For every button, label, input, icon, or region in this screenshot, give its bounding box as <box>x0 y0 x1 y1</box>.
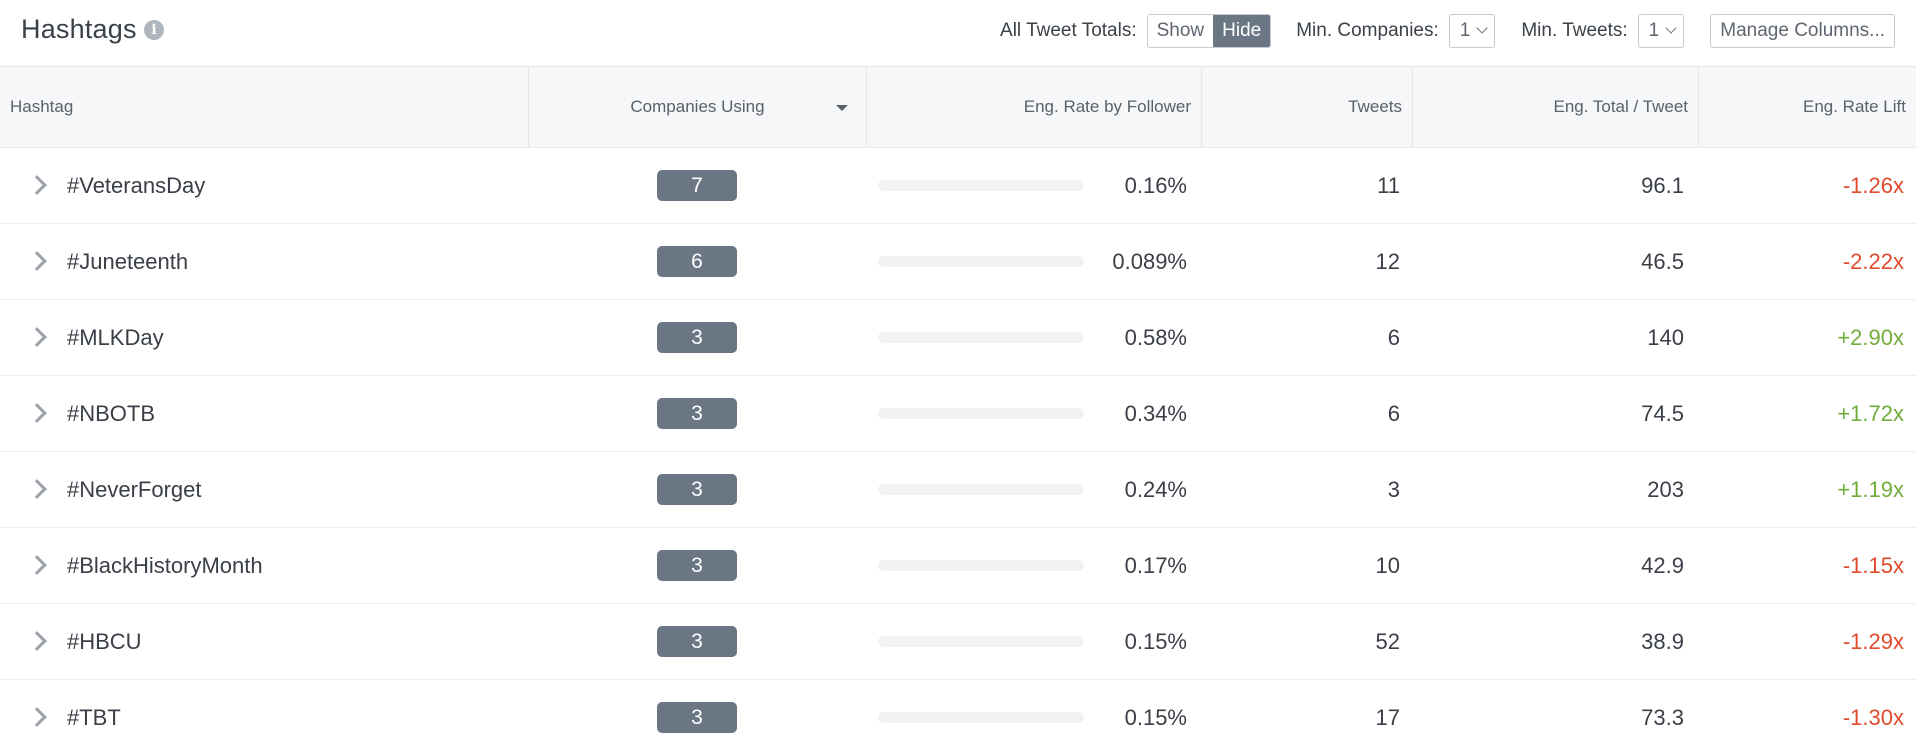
hashtag-name: #BlackHistoryMonth <box>67 553 263 578</box>
companies-badge: 3 <box>657 398 737 429</box>
eng-total-value: 42.9 <box>1641 553 1684 578</box>
lift-value: -2.22x <box>1842 249 1904 274</box>
hashtag-name: #NeverForget <box>67 477 202 502</box>
lift-value: +1.19x <box>1837 477 1904 502</box>
tweets-value: 12 <box>1375 249 1400 274</box>
lift-value: -1.29x <box>1842 629 1904 654</box>
table-row[interactable]: #MLKDay 3 0.58% 6 140 +2.90x <box>0 300 1916 376</box>
eng-rate-bar <box>878 332 1084 343</box>
eng-rate-value: 0.15% <box>1124 705 1187 730</box>
eng-total-value: 38.9 <box>1641 629 1684 654</box>
eng-total-value: 46.5 <box>1641 249 1684 274</box>
column-header-tweets[interactable]: Tweets <box>1201 67 1412 147</box>
table-row[interactable]: #NeverForget 3 0.24% 3 203 +1.19x <box>0 452 1916 528</box>
companies-badge: 3 <box>657 626 737 657</box>
hashtag-name: #Juneteenth <box>67 249 189 274</box>
column-header-hashtag[interactable]: Hashtag <box>10 97 74 116</box>
manage-columns-button[interactable]: Manage Columns... <box>1710 14 1895 48</box>
eng-total-value: 96.1 <box>1641 173 1684 198</box>
eng-rate-bar <box>878 256 1084 267</box>
companies-badge: 7 <box>657 170 737 201</box>
eng-total-value: 203 <box>1647 477 1684 502</box>
eng-rate-value: 0.17% <box>1124 553 1187 578</box>
column-header-lift[interactable]: Eng. Rate Lift <box>1698 67 1916 147</box>
eng-rate-bar <box>878 712 1084 723</box>
min-tweets-value: 1 <box>1648 20 1660 41</box>
tweets-value: 6 <box>1387 401 1400 426</box>
min-companies-select[interactable]: 1 <box>1448 14 1496 48</box>
sort-descending-icon[interactable] <box>836 105 848 111</box>
table-row[interactable]: #VeteransDay 7 0.16% 11 96.1 -1.26x <box>0 148 1916 224</box>
info-icon[interactable]: i <box>144 20 164 40</box>
eng-rate-bar <box>878 484 1084 495</box>
column-header-eng-rate[interactable]: Eng. Rate by Follower <box>866 67 1201 147</box>
chevron-right-icon[interactable] <box>27 555 47 575</box>
eng-total-value: 73.3 <box>1641 705 1684 730</box>
table-row[interactable]: #HBCU 3 0.15% 52 38.9 -1.29x <box>0 604 1916 680</box>
chevron-right-icon[interactable] <box>27 479 47 499</box>
column-header-companies[interactable]: Companies Using <box>528 67 866 147</box>
table-row[interactable]: #TBT 3 0.15% 17 73.3 -1.30x <box>0 680 1916 744</box>
hashtag-name: #VeteransDay <box>67 173 206 198</box>
lift-value: +2.90x <box>1837 325 1904 350</box>
companies-badge: 3 <box>657 322 737 353</box>
chevron-right-icon[interactable] <box>27 251 47 271</box>
min-companies-value: 1 <box>1459 20 1471 41</box>
toggle-hide-button[interactable]: Hide <box>1213 15 1271 47</box>
eng-rate-bar <box>878 180 1084 191</box>
min-tweets-select[interactable]: 1 <box>1637 14 1685 48</box>
eng-rate-value: 0.34% <box>1124 401 1187 426</box>
eng-rate-bar <box>878 560 1084 571</box>
eng-rate-value: 0.58% <box>1124 325 1187 350</box>
eng-rate-bar <box>878 408 1084 419</box>
lift-value: -1.15x <box>1842 553 1904 578</box>
companies-badge: 3 <box>657 474 737 505</box>
tweets-value: 10 <box>1375 553 1400 578</box>
hashtag-name: #HBCU <box>67 629 142 654</box>
companies-badge: 3 <box>657 550 737 581</box>
page-title: Hashtags <box>21 14 137 44</box>
tweets-value: 52 <box>1375 629 1400 654</box>
hashtag-name: #NBOTB <box>67 401 156 426</box>
eng-rate-bar <box>878 636 1084 647</box>
eng-total-value: 140 <box>1647 325 1684 350</box>
table-row[interactable]: #Juneteenth 6 0.089% 12 46.5 -2.22x <box>0 224 1916 300</box>
companies-badge: 6 <box>657 246 737 277</box>
tweet-totals-toggle: Show Hide <box>1146 14 1272 48</box>
chevron-right-icon[interactable] <box>27 175 47 195</box>
eng-rate-value: 0.24% <box>1124 477 1187 502</box>
min-tweets-label: Min. Tweets: <box>1521 20 1628 41</box>
column-header-eng-total[interactable]: Eng. Total / Tweet <box>1412 67 1698 147</box>
table-body: #VeteransDay 7 0.16% 11 96.1 -1.26x #Juneteent… <box>0 148 1916 744</box>
chevron-right-icon[interactable] <box>27 327 47 347</box>
lift-value: -1.26x <box>1842 173 1904 198</box>
page-header: Hashtags i All Tweet Totals: Show Hide M… <box>0 0 1916 67</box>
chevron-right-icon[interactable] <box>27 707 47 727</box>
tweets-value: 3 <box>1387 477 1400 502</box>
tweets-value: 11 <box>1377 173 1400 198</box>
tweets-value: 17 <box>1375 705 1400 730</box>
toggle-show-button[interactable]: Show <box>1147 15 1214 47</box>
chevron-right-icon[interactable] <box>27 403 47 423</box>
table-row[interactable]: #NBOTB 3 0.34% 6 74.5 +1.72x <box>0 376 1916 452</box>
table-header: Hashtag Companies Using Eng. Rate by Fol… <box>0 67 1916 148</box>
table-row[interactable]: #BlackHistoryMonth 3 0.17% 10 42.9 -1.15x <box>0 528 1916 604</box>
eng-rate-value: 0.15% <box>1124 629 1187 654</box>
chevron-down-icon <box>1665 22 1677 34</box>
header-controls: All Tweet Totals: Show Hide Min. Compani… <box>1000 14 1895 48</box>
min-companies-label: Min. Companies: <box>1296 20 1439 41</box>
hashtag-name: #MLKDay <box>67 325 164 350</box>
all-tweet-totals-label: All Tweet Totals: <box>1000 20 1137 41</box>
companies-badge: 3 <box>657 702 737 733</box>
lift-value: +1.72x <box>1837 401 1904 426</box>
tweets-value: 6 <box>1387 325 1400 350</box>
lift-value: -1.30x <box>1842 705 1904 730</box>
eng-rate-value: 0.16% <box>1124 173 1187 198</box>
chevron-down-icon <box>1476 22 1489 34</box>
hashtag-name: #TBT <box>67 705 121 730</box>
chevron-right-icon[interactable] <box>27 631 47 651</box>
eng-total-value: 74.5 <box>1641 401 1684 426</box>
eng-rate-value: 0.089% <box>1112 249 1187 274</box>
